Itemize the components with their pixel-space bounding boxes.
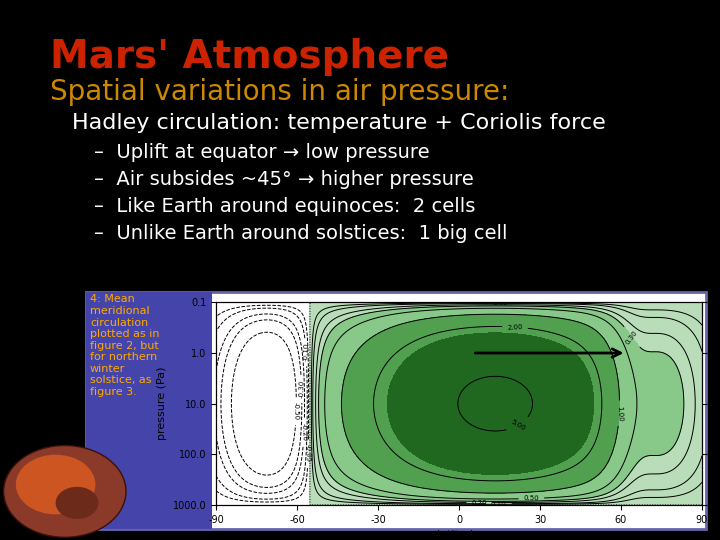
Bar: [86, 292, 706, 529]
Text: 0.30: 0.30: [625, 329, 639, 345]
Text: 0.20: 0.20: [472, 500, 487, 505]
Text: -0.30: -0.30: [298, 380, 305, 398]
Text: -0.05: -0.05: [305, 444, 311, 462]
Text: 5.00: 5.00: [510, 418, 526, 432]
Text: –  Like Earth around equinoces:  2 cells: – Like Earth around equinoces: 2 cells: [94, 197, 475, 216]
Text: -0.50: -0.50: [293, 402, 300, 421]
Text: 2.00: 2.00: [507, 323, 523, 330]
Bar: [86, 292, 212, 529]
Text: 4: Mean
meridional
circulation
plotted as in
figure 2, but
for northern
winter
s: 4: Mean meridional circulation plotted a…: [90, 294, 160, 397]
X-axis label: latitude: latitude: [438, 530, 480, 540]
Text: Spatial variations in air pressure:: Spatial variations in air pressure:: [50, 78, 510, 106]
Text: –  Air subsides ~45° → higher pressure: – Air subsides ~45° → higher pressure: [94, 170, 473, 189]
Text: 0.05: 0.05: [492, 300, 508, 306]
Text: –  Unlike Earth around solstices:  1 big cell: – Unlike Earth around solstices: 1 big c…: [94, 224, 507, 243]
Text: Hadley circulation: temperature + Coriolis force: Hadley circulation: temperature + Coriol…: [72, 113, 606, 133]
Y-axis label: pressure (Pa): pressure (Pa): [157, 367, 167, 441]
Circle shape: [16, 455, 95, 514]
Text: 0.10: 0.10: [491, 501, 507, 507]
Text: -0.20: -0.20: [300, 422, 307, 441]
Text: 1.00: 1.00: [616, 406, 623, 421]
Text: –  Uplift at equator → low pressure: – Uplift at equator → low pressure: [94, 143, 429, 162]
Text: 0.50: 0.50: [523, 495, 539, 502]
Circle shape: [55, 487, 99, 519]
Circle shape: [4, 446, 126, 537]
Text: -0.10: -0.10: [302, 343, 310, 362]
Text: Mars' Atmosphere: Mars' Atmosphere: [50, 38, 449, 76]
